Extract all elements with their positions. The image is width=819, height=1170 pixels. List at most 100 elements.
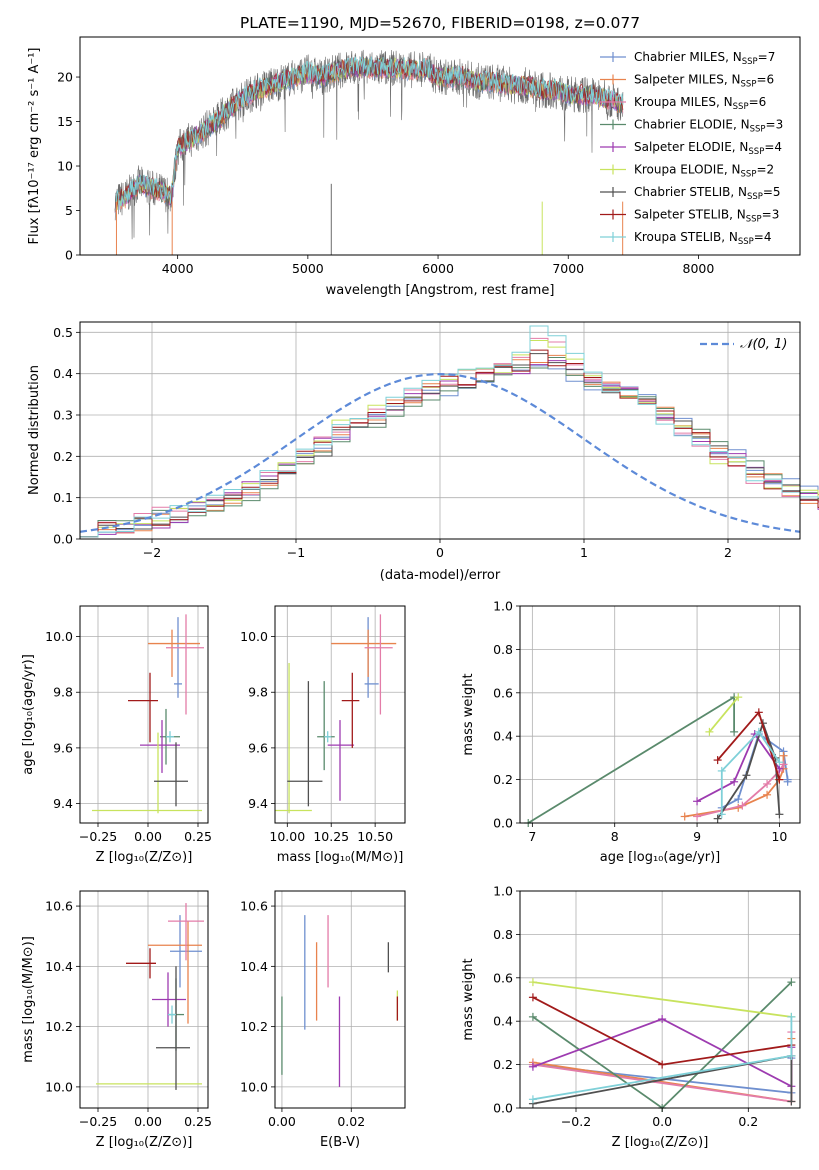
x-tick-label: 0.00: [134, 829, 162, 844]
legend-entry: Kroupa ELODIE, NSSP=2: [634, 163, 774, 180]
mass-age-xlabel: mass [log₁₀(M/M⊙)]: [277, 850, 404, 865]
model-spectrum-line: [114, 56, 624, 210]
error-bar-point: [331, 629, 397, 677]
error-bar-point: [174, 617, 182, 698]
y-tick-label: 0.6: [493, 685, 513, 700]
legend-entry: Salpeter STELIB, NSSP=3: [634, 208, 779, 225]
weight-z-plot-area: [528, 978, 796, 1112]
x-tick-label: 7: [528, 829, 536, 844]
residual-legend-label: 𝒩(0, 1): [740, 337, 787, 352]
legend-entry: Kroupa MILES, NSSP=6: [634, 95, 766, 112]
z-age-axes-frame: [79, 605, 209, 824]
mass-weight-marker: [730, 727, 739, 736]
mass-weight-line: [696, 732, 781, 803]
y-tick-label: 0.4: [53, 366, 73, 381]
weight-z-ylabel: mass weight: [461, 958, 476, 1040]
y-tick-label: 0.6: [493, 970, 513, 985]
spectrum-title: PLATE=1190, MJD=52670, FIBERID=0198, z=0…: [240, 14, 640, 32]
y-tick-label: 9.6: [53, 740, 73, 755]
error-bar-point: [166, 614, 204, 715]
mass-weight-marker: [775, 810, 784, 819]
x-tick-label: −1: [287, 545, 305, 560]
y-tick-label: 9.6: [248, 740, 268, 755]
error-bar-point: [327, 720, 355, 801]
error-bar-point: [128, 672, 158, 743]
legend-entry: Chabrier STELIB, NSSP=5: [634, 185, 781, 202]
mass-weight-marker: [787, 978, 796, 987]
z-mass-axes-frame: [79, 890, 209, 1109]
error-bar-point: [275, 663, 312, 814]
x-tick-label: 0.25: [184, 1114, 212, 1129]
error-bar-point: [168, 1005, 176, 1024]
mass-weight-marker: [779, 760, 788, 769]
residual-xlabel: (data-model)/error: [380, 568, 501, 583]
x-tick-label: −0.25: [79, 1114, 117, 1129]
mass-weight-marker: [734, 693, 743, 702]
normal-reference-curve: [79, 372, 801, 533]
mass-weight-marker: [763, 790, 772, 799]
legend-entry: Kroupa STELIB, NSSP=4: [634, 230, 772, 247]
error-bar-point: [92, 732, 202, 814]
mass-age-plot-area: [275, 614, 397, 814]
error-bar-point: [156, 966, 190, 1090]
mass-weight-marker: [775, 758, 784, 767]
mass-weight-marker: [693, 812, 702, 821]
y-tick-label: 0.8: [493, 927, 513, 942]
y-tick-label: 1.0: [493, 599, 513, 614]
y-tick-label: 0.1: [53, 490, 73, 505]
z-mass-ticks: −0.25 0.00 0.25 10.0 10.2 10.4 10.6: [45, 899, 212, 1129]
error-bar-point: [168, 903, 204, 961]
x-tick-label: −2: [143, 545, 161, 560]
x-tick-label: 1: [580, 545, 588, 560]
y-tick-label: 10.4: [240, 959, 268, 974]
y-tick-label: 20: [57, 70, 73, 85]
mass-weight-marker: [528, 1095, 537, 1104]
mass-weight-marker: [528, 978, 537, 987]
ebv-mass-panel: 0.00 0.02 10.0 10.2 10.4 10.6 E(B-V): [240, 890, 406, 1150]
residual-histogram-panel: −2 −1 0 1 2 0.0 0.1 0.2 0.3 0.4 0.5 (data-model)/e…: [27, 321, 819, 583]
y-tick-label: 10.4: [45, 959, 73, 974]
mass-age-ticks: 10.00 10.25 10.50 9.4 9.6 9.8 10.0: [240, 629, 393, 844]
weight-age-axes-frame: [519, 605, 801, 824]
spectrum-ylabel: Flux [fλ10⁻¹⁷ erg cm⁻² s⁻¹ A⁻¹]: [27, 48, 42, 245]
mass-age-axes-frame: [274, 605, 406, 824]
x-tick-label: 8: [611, 829, 619, 844]
y-tick-label: 9.4: [248, 796, 268, 811]
z-mass-plot-area: [96, 903, 204, 1090]
metallicity-mass-panel: −0.25 0.00 0.25 10.0 10.2 10.4 10.6 Z [log₁₀(Z/…: [21, 890, 212, 1150]
y-tick-label: 10.0: [240, 1079, 268, 1094]
mass-weight-marker: [680, 812, 689, 821]
mass-weight-marker: [787, 1012, 796, 1021]
y-tick-label: 0.3: [53, 408, 73, 423]
y-tick-label: 0: [65, 248, 73, 263]
mass-weight-marker: [787, 1051, 796, 1060]
residual-histogram-step: [79, 349, 819, 539]
error-bar-point: [287, 681, 323, 807]
mass-weight-marker: [763, 779, 772, 788]
legend-entry: Salpeter ELODIE, NSSP=4: [634, 140, 782, 157]
mass-age-panel: 10.00 10.25 10.50 9.4 9.6 9.8 10.0 mass [log₁₀(…: [240, 605, 406, 865]
weight-z-ticks: −0.2 0.0 0.2 0.0 0.2 0.4 0.6 0.8 1.0: [493, 884, 758, 1130]
z-mass-grid: [80, 891, 208, 1108]
y-tick-label: 1.0: [493, 884, 513, 899]
y-tick-label: 15: [57, 114, 73, 129]
x-tick-label: 0.2: [738, 1114, 758, 1129]
error-bar-point: [324, 731, 332, 743]
ebv-mass-plot-area: [281, 915, 399, 1087]
error-bar-point: [154, 742, 188, 807]
y-tick-label: 5: [65, 203, 73, 218]
y-tick-label: 10.6: [45, 899, 73, 914]
mass-weight-marker: [528, 1012, 537, 1021]
y-tick-label: 10.2: [240, 1019, 268, 1034]
error-bar-point: [126, 948, 156, 979]
mass-weight-line: [708, 696, 739, 733]
y-tick-label: 9.8: [248, 685, 268, 700]
weight-age-panel: 7 8 9 10 0.0 0.2 0.4 0.6 0.8 1.0 age [log₁₀(age/yr…: [461, 599, 801, 865]
spectrum-legend: Chabrier MILES, NSSP=7 Salpeter MILES, NS…: [600, 50, 783, 247]
error-bar-point: [152, 972, 186, 1027]
error-bar-point: [341, 672, 360, 748]
y-tick-label: 0.5: [53, 325, 73, 340]
mass-weight-marker: [717, 766, 726, 775]
error-bar-point: [148, 629, 200, 677]
x-tick-label: 10.00: [269, 829, 305, 844]
